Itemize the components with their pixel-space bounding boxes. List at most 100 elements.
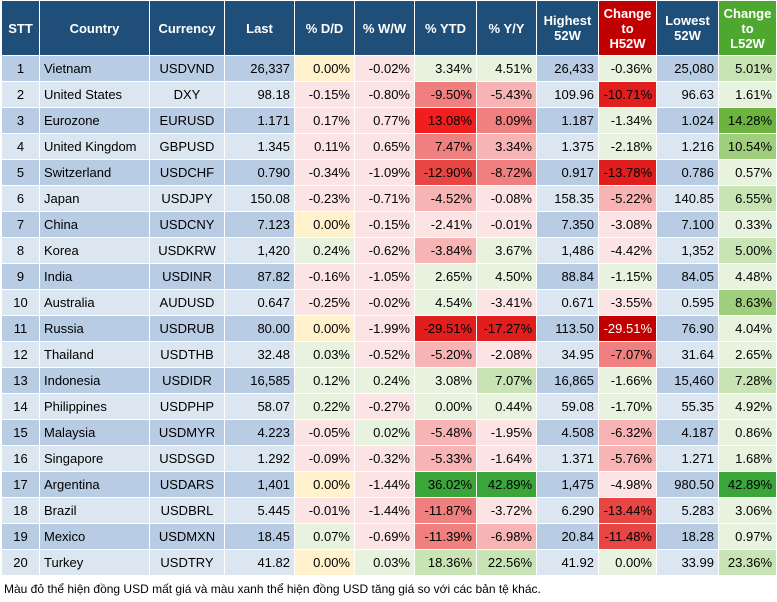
- table-cell: -0.71%: [354, 185, 415, 212]
- table-cell: 4.187: [656, 419, 719, 446]
- table-cell: 11: [1, 315, 40, 342]
- table-cell: 8.09%: [476, 107, 537, 134]
- column-header: Country: [39, 0, 150, 56]
- table-cell: USDBRL: [149, 497, 225, 524]
- table-cell: 55.35: [656, 393, 719, 420]
- table-row: 17 Argentina USDARS 1,401 0.00% -1.44% 36.02% 4…: [1, 471, 777, 498]
- column-header: Lowest 52W: [656, 0, 719, 56]
- table-cell: 0.00%: [294, 55, 355, 82]
- table-cell: 5: [1, 159, 40, 186]
- header-row: STT Country Currency Last% D/D% W/W% YTD% Y…: [1, 0, 777, 56]
- table-cell: 1.171: [224, 107, 295, 134]
- table-cell: USDJPY: [149, 185, 225, 212]
- table-cell: 0.22%: [294, 393, 355, 420]
- table-cell: -5.33%: [414, 445, 477, 472]
- table-cell: 84.05: [656, 263, 719, 290]
- table-row: 9 India USDINR 87.82 -0.16% -1.05% 2.65% 4.50% 8…: [1, 263, 777, 290]
- table-cell: 20.84: [536, 523, 599, 550]
- table-cell: -5.43%: [476, 81, 537, 108]
- table-row: 19 Mexico USDMXN 18.45 0.07% -0.69% -11.39% -6.…: [1, 523, 777, 550]
- table-cell: 18: [1, 497, 40, 524]
- table-cell: 18.36%: [414, 549, 477, 576]
- table-cell: Indonesia: [39, 367, 150, 394]
- table-cell: 0.57%: [718, 159, 777, 186]
- table-cell: 5.445: [224, 497, 295, 524]
- table-cell: 9: [1, 263, 40, 290]
- table-cell: USDSGD: [149, 445, 225, 472]
- table-cell: 18.28: [656, 523, 719, 550]
- table-cell: Switzerland: [39, 159, 150, 186]
- table-cell: Thailand: [39, 341, 150, 368]
- table-cell: -29.51%: [414, 315, 477, 342]
- table-cell: Vietnam: [39, 55, 150, 82]
- table-cell: -1.09%: [354, 159, 415, 186]
- table-cell: -0.08%: [476, 185, 537, 212]
- column-header: % Y/Y: [476, 0, 537, 56]
- table-cell: 5.01%: [718, 55, 777, 82]
- table-cell: 7.07%: [476, 367, 537, 394]
- table-cell: Singapore: [39, 445, 150, 472]
- table-cell: 16,865: [536, 367, 599, 394]
- table-cell: 1.216: [656, 133, 719, 160]
- table-cell: 1,475: [536, 471, 599, 498]
- table-cell: 0.00%: [294, 315, 355, 342]
- column-header: % W/W: [354, 0, 415, 56]
- table-cell: 0.17%: [294, 107, 355, 134]
- table-cell: -11.87%: [414, 497, 477, 524]
- table-cell: -0.02%: [354, 289, 415, 316]
- table-cell: 0.00%: [294, 471, 355, 498]
- table-cell: -29.51%: [598, 315, 657, 342]
- table-cell: -17.27%: [476, 315, 537, 342]
- table-cell: 32.48: [224, 341, 295, 368]
- table-cell: USDMYR: [149, 419, 225, 446]
- column-header: Highest 52W: [536, 0, 599, 56]
- table-cell: -3.55%: [598, 289, 657, 316]
- table-cell: -0.16%: [294, 263, 355, 290]
- table-cell: 18.45: [224, 523, 295, 550]
- table-cell: -1.66%: [598, 367, 657, 394]
- table-cell: 22.56%: [476, 549, 537, 576]
- table-cell: 4.04%: [718, 315, 777, 342]
- table-cell: 33.99: [656, 549, 719, 576]
- table-cell: Russia: [39, 315, 150, 342]
- table-cell: 19: [1, 523, 40, 550]
- table-cell: GBPUSD: [149, 133, 225, 160]
- table-cell: 10.54%: [718, 133, 777, 160]
- table-cell: 158.35: [536, 185, 599, 212]
- table-cell: 140.85: [656, 185, 719, 212]
- table-row: 15 Malaysia USDMYR 4.223 -0.05% 0.02% -5.48% -1…: [1, 419, 777, 446]
- table-cell: USDRUB: [149, 315, 225, 342]
- table-cell: Mexico: [39, 523, 150, 550]
- table-cell: 76.90: [656, 315, 719, 342]
- table-cell: 1.187: [536, 107, 599, 134]
- table-cell: -1.15%: [598, 263, 657, 290]
- table-row: 10 Australia AUDUSD 0.647 -0.25% -0.02% 4.54% -…: [1, 289, 777, 316]
- table-cell: 3.34%: [476, 133, 537, 160]
- table-cell: -1.05%: [354, 263, 415, 290]
- table-cell: 14: [1, 393, 40, 420]
- table-cell: 1,420: [224, 237, 295, 264]
- table-cell: 41.92: [536, 549, 599, 576]
- table-cell: 88.84: [536, 263, 599, 290]
- table-cell: 3.67%: [476, 237, 537, 264]
- table-cell: 10: [1, 289, 40, 316]
- table-row: 8 Korea USDKRW 1,420 0.24% -0.62% -3.84% 3.67% 1…: [1, 237, 777, 264]
- table-cell: 5.283: [656, 497, 719, 524]
- table-cell: -0.62%: [354, 237, 415, 264]
- table-cell: -6.32%: [598, 419, 657, 446]
- column-header: STT: [1, 0, 40, 56]
- table-cell: 98.18: [224, 81, 295, 108]
- table-cell: 1.61%: [718, 81, 777, 108]
- table-cell: 6: [1, 185, 40, 212]
- table-cell: 0.07%: [294, 523, 355, 550]
- table-cell: -2.18%: [598, 133, 657, 160]
- table-cell: 0.00%: [414, 393, 477, 420]
- table-cell: -4.42%: [598, 237, 657, 264]
- table-cell: -5.76%: [598, 445, 657, 472]
- table-cell: 1.371: [536, 445, 599, 472]
- table-cell: 7.123: [224, 211, 295, 238]
- table-cell: 0.00%: [294, 549, 355, 576]
- table-cell: 0.786: [656, 159, 719, 186]
- table-cell: -1.34%: [598, 107, 657, 134]
- table-cell: -0.25%: [294, 289, 355, 316]
